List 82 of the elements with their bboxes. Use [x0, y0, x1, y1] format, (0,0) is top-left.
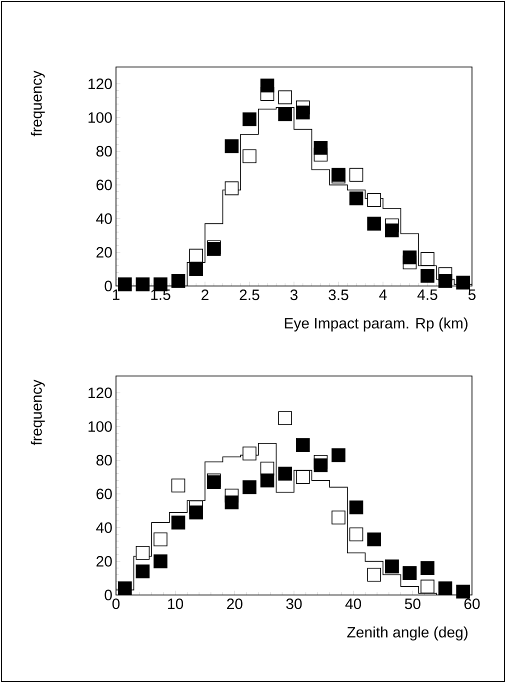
x-tick-label: 3.5	[328, 290, 348, 300]
point	[314, 458, 328, 472]
x-tick-label: 50	[404, 598, 420, 610]
point	[367, 532, 381, 546]
point	[242, 480, 256, 494]
y-axis-title: frequency	[30, 70, 45, 136]
x-axis-title: Eye Impact param. Rp (km)	[284, 318, 468, 332]
y-tick-label: 0	[104, 280, 112, 292]
point	[456, 276, 470, 290]
y-tick-label: 100	[88, 421, 112, 432]
x-tick-label: 3	[290, 290, 298, 300]
x-axis-title: Zenith angle (deg)	[347, 626, 468, 640]
y-tick-label: 60	[96, 488, 112, 500]
point	[296, 438, 310, 452]
y-tick-label: 120	[88, 388, 112, 398]
y-tick-label: 40	[96, 522, 112, 533]
point	[118, 277, 132, 292]
point	[367, 216, 381, 231]
point	[420, 268, 434, 283]
point	[456, 584, 470, 599]
point	[438, 274, 452, 288]
point	[349, 500, 364, 514]
point	[242, 112, 256, 126]
point	[242, 149, 256, 164]
point	[349, 527, 364, 542]
x-tick-label: 1	[112, 290, 120, 300]
point	[118, 581, 132, 596]
y-tick-label: 100	[88, 112, 112, 123]
point	[278, 107, 292, 122]
point	[224, 139, 239, 154]
point	[332, 448, 346, 462]
point	[332, 510, 346, 524]
y-tick-label: 60	[96, 180, 112, 190]
x-tick-label: 0	[112, 598, 120, 610]
point	[224, 181, 239, 196]
point	[278, 411, 292, 426]
point	[438, 581, 452, 596]
point	[171, 516, 186, 530]
x-tick-label: 10	[168, 598, 184, 610]
x-tick-label: 4	[379, 290, 387, 300]
point	[349, 168, 364, 182]
y-tick-label: 40	[96, 213, 112, 224]
point	[278, 90, 292, 104]
x-tick-label: 2	[202, 290, 208, 300]
point	[296, 470, 310, 484]
point	[189, 262, 203, 276]
y-tick-label: 0	[104, 590, 112, 600]
point	[136, 546, 150, 560]
y-tick-label: 80	[96, 454, 112, 466]
x-tick-label: 60	[464, 598, 480, 610]
x-tick-label: 2.5	[240, 290, 260, 300]
point	[171, 274, 186, 288]
point	[420, 561, 434, 575]
point	[349, 192, 364, 206]
x-tick-label: 4.5	[417, 290, 438, 300]
y-tick-label: 80	[96, 146, 112, 157]
point	[278, 466, 292, 481]
point	[154, 532, 168, 546]
point	[367, 568, 381, 582]
y-tick-label: 120	[88, 78, 112, 90]
point	[171, 478, 186, 492]
point	[314, 140, 328, 155]
point	[154, 554, 168, 568]
y-tick-label: 20	[96, 246, 112, 258]
x-tick-label: 30	[286, 598, 302, 610]
point	[260, 78, 274, 92]
point	[136, 564, 150, 578]
point	[242, 446, 256, 460]
x-tick-label: 5	[468, 290, 476, 300]
point	[136, 277, 150, 292]
point	[384, 224, 399, 238]
point	[296, 106, 310, 120]
point	[367, 193, 381, 207]
point	[260, 474, 274, 488]
y-axis-title: frequency	[30, 380, 45, 446]
x-tick-label: 20	[227, 598, 242, 610]
x-tick-label: 40	[345, 598, 362, 610]
point	[189, 506, 203, 520]
point	[189, 248, 203, 263]
point	[402, 250, 417, 264]
point	[224, 495, 239, 510]
y-tick-label: 20	[96, 556, 112, 567]
